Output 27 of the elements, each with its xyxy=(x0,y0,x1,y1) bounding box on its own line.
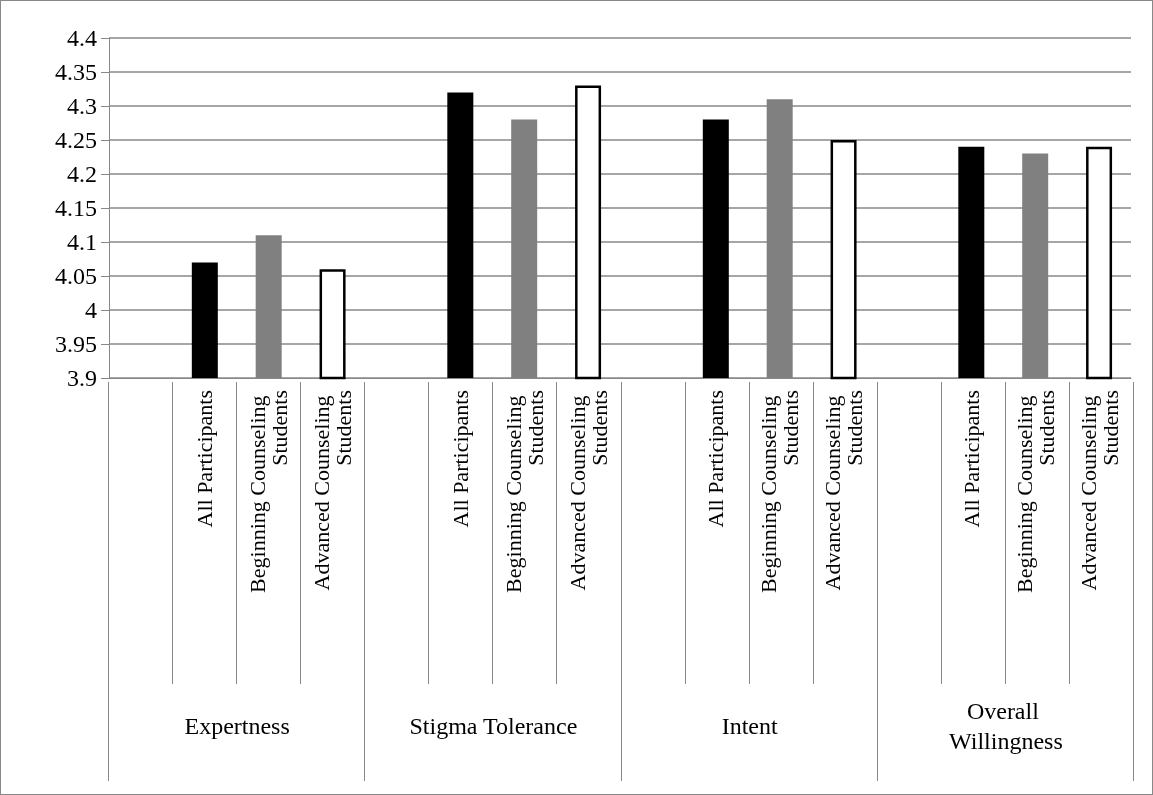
text: Stigma Tolerance xyxy=(409,713,578,739)
y-tick-label: 4.3 xyxy=(67,93,97,119)
x-tick-label: All Participants xyxy=(192,390,218,528)
x-tick-label: Beginning Counseling Students xyxy=(1011,390,1059,593)
y-tick-label: 3.9 xyxy=(67,365,97,391)
y-tick-label: 4.1 xyxy=(67,229,97,255)
text: Overall Willingness xyxy=(949,698,1063,754)
y-tick-label: 4.4 xyxy=(67,25,97,51)
text: Expertness xyxy=(184,713,290,739)
text: Intent xyxy=(721,713,778,739)
x-tick-label: Advanced Counseling Students xyxy=(564,390,612,591)
y-tick-label: 4.15 xyxy=(55,195,97,221)
y-tick-label: 4 xyxy=(85,297,97,323)
x-tick-label: Advanced Counseling Students xyxy=(309,390,357,591)
x-tick-label: All Participants xyxy=(703,390,729,528)
x-tick-label: Advanced Counseling Students xyxy=(1075,390,1123,591)
x-tick-label: All Participants xyxy=(958,390,984,528)
x-tick-label: Beginning Counseling Students xyxy=(500,390,548,593)
y-tick-label: 3.95 xyxy=(55,331,97,357)
y-tick-label: 4.35 xyxy=(55,59,97,85)
x-tick-label: Beginning Counseling Students xyxy=(756,390,804,593)
x-tick-label: All Participants xyxy=(447,390,473,528)
x-tick-label: Beginning Counseling Students xyxy=(245,390,293,593)
y-tick-label: 4.05 xyxy=(55,263,97,289)
y-tick-label: 4.2 xyxy=(67,161,97,187)
x-tick-label: Advanced Counseling Students xyxy=(820,390,868,591)
y-tick-label: 4.25 xyxy=(55,127,97,153)
